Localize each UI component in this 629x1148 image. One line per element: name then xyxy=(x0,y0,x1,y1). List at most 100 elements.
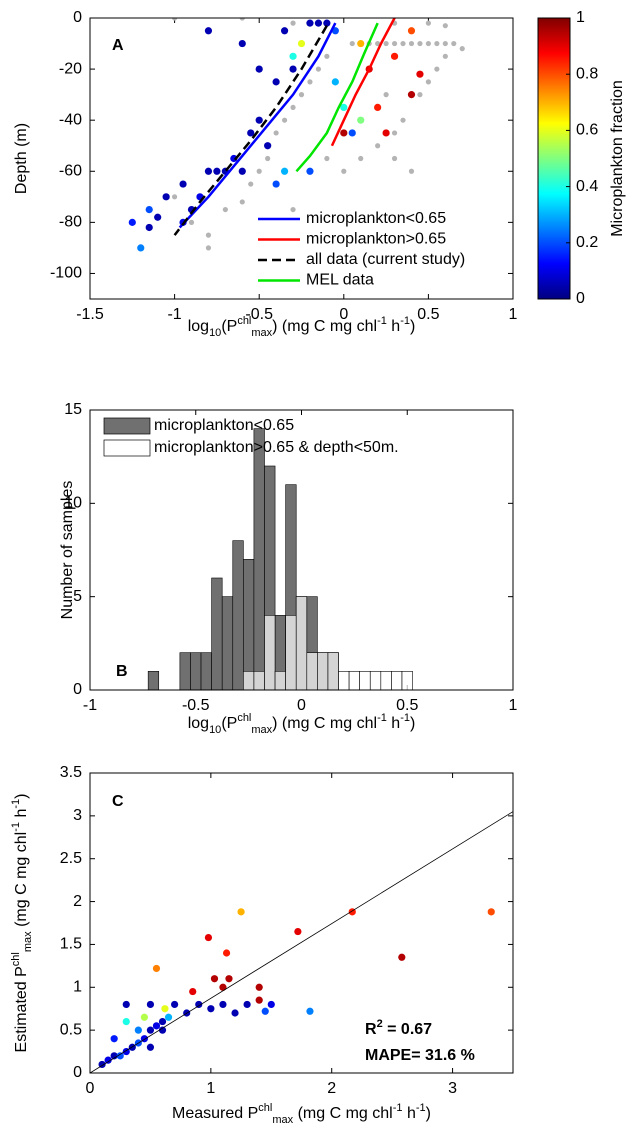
point xyxy=(340,129,348,137)
point xyxy=(255,996,263,1004)
curve xyxy=(90,811,513,1073)
point xyxy=(219,1000,227,1009)
point xyxy=(204,27,213,35)
point xyxy=(222,206,228,213)
point xyxy=(382,129,390,137)
x-axis-label-part: -1 xyxy=(400,315,410,327)
hist-bar xyxy=(401,671,413,690)
y-tick-label: 1 xyxy=(73,979,82,996)
point xyxy=(261,1007,269,1015)
point xyxy=(239,199,245,205)
point xyxy=(188,219,195,225)
point xyxy=(110,1052,118,1060)
x-tick-label: 0.5 xyxy=(417,306,439,323)
y-axis-label-part: Estimated P xyxy=(13,966,30,1052)
hist-bar xyxy=(380,671,392,690)
annotation-part: = 0.67 xyxy=(383,1021,432,1038)
point xyxy=(145,223,153,232)
point xyxy=(248,181,254,187)
point xyxy=(425,79,431,85)
x-axis-label-part: h xyxy=(387,715,400,732)
point xyxy=(307,79,313,85)
point xyxy=(442,23,448,29)
x-axis-label-part: -1 xyxy=(416,1102,426,1114)
y-axis-label-part: -1 xyxy=(10,799,22,809)
point xyxy=(417,40,423,47)
point xyxy=(204,933,213,942)
point xyxy=(298,92,305,98)
y-tick-label: 0.5 xyxy=(60,1021,82,1038)
point xyxy=(255,983,263,991)
point xyxy=(374,103,382,112)
point xyxy=(273,130,279,136)
point xyxy=(128,218,136,226)
y-tick-label: 0 xyxy=(73,681,82,698)
hist-bar xyxy=(190,652,202,690)
x-axis-label-part: (mg C mg chl xyxy=(293,1105,393,1122)
legend-swatch xyxy=(103,439,151,457)
annotation-part: R xyxy=(365,1021,377,1038)
point xyxy=(272,180,280,188)
hist-bar xyxy=(317,652,329,690)
point xyxy=(383,40,389,47)
point xyxy=(154,213,162,221)
point xyxy=(172,194,178,200)
x-axis-label: log10(Pchlmax) (mg C mg chl-1 h-1) xyxy=(188,712,416,736)
point xyxy=(164,1013,173,1021)
y-tick-label: -20 xyxy=(59,60,82,77)
y-tick-label: 10 xyxy=(64,495,82,512)
x-axis-label-part: -1 xyxy=(400,712,410,724)
hist-bar xyxy=(243,559,255,690)
x-axis-label-part: 10 xyxy=(209,724,221,736)
x-axis-label-part: (P xyxy=(221,715,237,732)
point xyxy=(425,20,431,26)
point xyxy=(238,39,246,48)
point xyxy=(323,19,331,27)
point xyxy=(237,908,245,916)
axes-box xyxy=(89,409,514,691)
point xyxy=(256,168,262,174)
point xyxy=(247,129,255,137)
legend-label: microplankton<0.65 xyxy=(306,210,446,227)
legend-label: MEL data xyxy=(306,272,374,289)
y-tick-label: 0 xyxy=(73,9,82,26)
x-tick-label: -0.5 xyxy=(245,306,273,323)
point xyxy=(272,78,280,86)
colorbar-tick-label: 0.2 xyxy=(576,234,598,251)
x-axis-label-part: Measured P xyxy=(172,1105,258,1122)
x-tick-label: -1 xyxy=(167,306,181,323)
hist-bar xyxy=(327,652,339,690)
point xyxy=(340,103,348,112)
point xyxy=(349,40,355,47)
y-axis-label-part: chl xyxy=(10,952,22,966)
x-axis-label-part: ) xyxy=(410,715,415,732)
x-tick-label: 0 xyxy=(86,1080,95,1097)
hist-bar xyxy=(264,465,276,690)
y-tick-label: -100 xyxy=(50,265,82,282)
point xyxy=(434,66,440,72)
point xyxy=(341,168,347,174)
point xyxy=(442,53,448,59)
point xyxy=(375,40,381,47)
point xyxy=(289,65,297,73)
hist-bar xyxy=(295,596,308,690)
y-tick-label: -60 xyxy=(59,162,82,179)
point xyxy=(179,180,187,188)
point xyxy=(265,155,271,162)
point xyxy=(357,116,365,124)
x-tick-label: -0.5 xyxy=(182,697,210,714)
point xyxy=(315,66,322,72)
point xyxy=(146,1000,155,1009)
hist-bar xyxy=(338,671,350,690)
point xyxy=(314,19,323,27)
point xyxy=(222,949,231,957)
point xyxy=(238,167,246,175)
x-tick-label: -1 xyxy=(83,697,97,714)
hist-bar xyxy=(232,540,244,690)
point xyxy=(294,927,302,936)
point xyxy=(357,39,365,48)
x-axis-label: Measured Pchlmax (mg C mg chl-1 h-1) xyxy=(172,1102,431,1126)
panel-label: B xyxy=(116,663,128,680)
point xyxy=(306,19,314,27)
y-tick-label: -40 xyxy=(59,111,82,128)
